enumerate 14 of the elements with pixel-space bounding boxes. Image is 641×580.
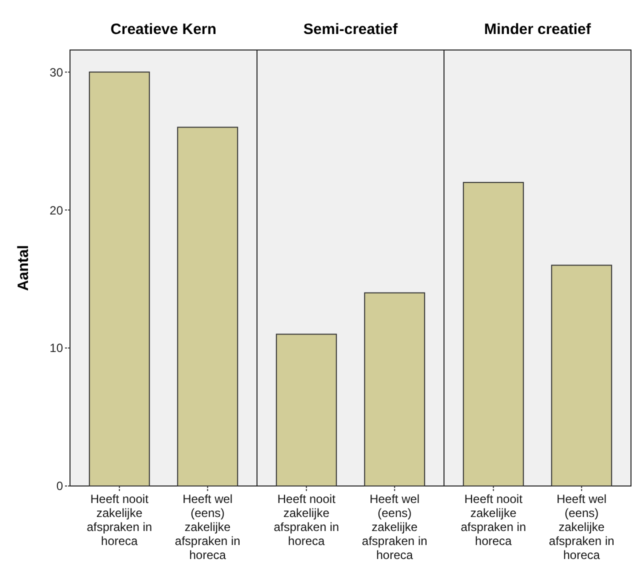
y-tick-label: 20	[50, 203, 64, 218]
y-tick-label: 30	[50, 65, 64, 80]
x-tick-label: Heeft wel (eens) zakelijke afspraken in horeca	[174, 492, 240, 562]
chart-title: Creatieve Kern	[110, 21, 216, 38]
x-tick-label: Heeft nooit zakelijke afspraken in horeca	[274, 492, 340, 548]
x-tick-label: Heeft nooit zakelijke afspraken in horeca	[86, 492, 152, 548]
x-tick-label: Heeft wel (eens) zakelijke afspraken in horeca	[362, 492, 428, 562]
y-tick-label: 0	[56, 479, 64, 494]
chart-title: Semi-creatief	[303, 21, 399, 38]
y-tick-label: 10	[50, 341, 64, 356]
y-axis-title: Aantal	[15, 245, 32, 291]
chart-title: Minder creatief	[484, 21, 592, 38]
x-tick-label: Heeft nooit zakelijke afspraken in horeca	[460, 492, 526, 548]
x-tick-label: Heeft wel (eens) zakelijke afspraken in horeca	[548, 492, 614, 562]
